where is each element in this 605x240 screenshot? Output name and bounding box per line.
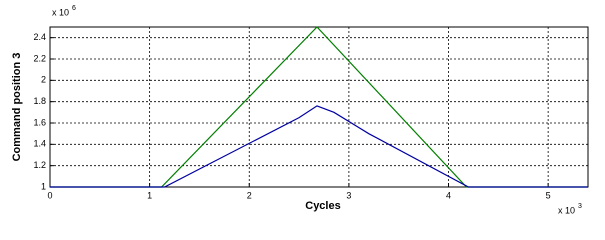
y-exponent: 6 — [72, 5, 76, 12]
y-tick-label: 2 — [41, 75, 46, 85]
x-exponent: 3 — [578, 203, 582, 210]
x-tick-label: 3 — [346, 190, 351, 200]
y-tick-label: 1.2 — [33, 160, 46, 170]
y-exponent-base: x 10 — [52, 7, 69, 17]
y-tick-label: 2.4 — [33, 32, 46, 42]
y-axis-label: Command position 3 — [11, 53, 23, 162]
y-tick-label: 1.4 — [33, 139, 46, 149]
y-tick-label: 2.2 — [33, 53, 46, 63]
y-tick-label: 1.8 — [33, 96, 46, 106]
line-series — [50, 105, 588, 188]
x-tick-label: 0 — [47, 190, 52, 200]
y-tick-label: 1.6 — [33, 117, 46, 127]
x-exponent-base: x 10 — [558, 205, 575, 215]
y-tick-label: 1 — [41, 181, 46, 191]
x-tick-label: 2 — [247, 190, 252, 200]
x-axis-label: Cycles — [305, 200, 340, 212]
x-tick-label: 5 — [546, 190, 551, 200]
chart: Command position 3 Cycles x 10 6 x 10 3 … — [11, 5, 589, 215]
x-tick-label: 1 — [147, 190, 152, 200]
x-tick-label: 4 — [446, 190, 451, 200]
